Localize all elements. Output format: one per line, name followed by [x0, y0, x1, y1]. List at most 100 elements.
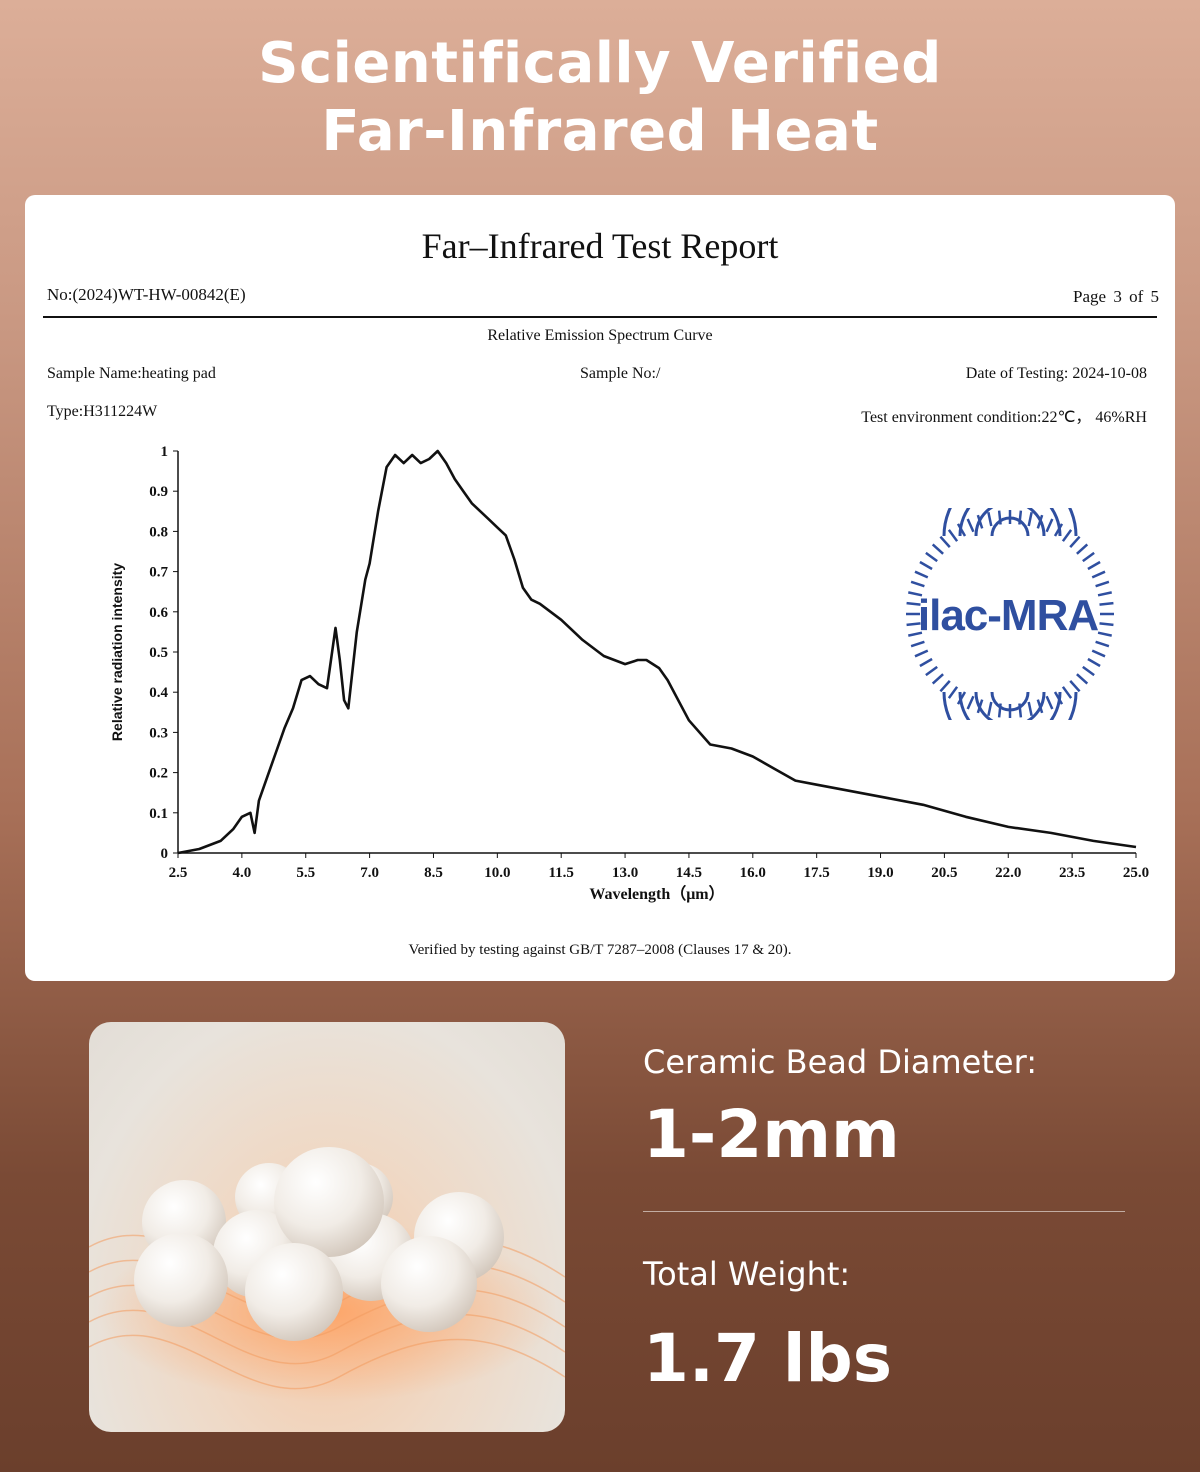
seal-tick	[919, 560, 933, 571]
x-tick-label: 19.0	[867, 865, 893, 881]
sample-type: Type:H311224W	[47, 403, 158, 420]
x-tick-label: 16.0	[740, 865, 766, 881]
seal-tick	[910, 580, 925, 588]
x-tick-label: 10.0	[484, 865, 510, 881]
seal-tick	[910, 640, 925, 648]
seal-tick	[1091, 649, 1106, 658]
y-tick-label: 0.9	[149, 484, 168, 500]
curve-title: Relative Emission Spectrum Curve	[487, 327, 713, 344]
seal-tick	[1069, 535, 1081, 548]
report-page-number: Page 3 of 5	[1073, 287, 1159, 306]
seal-arc	[974, 691, 1046, 720]
seal-tick	[1097, 631, 1112, 637]
seal-tick	[947, 529, 959, 542]
seal-tick	[914, 649, 929, 658]
seal-tick	[1069, 680, 1081, 693]
seal-tick	[919, 657, 933, 668]
test-report-card: Far–Infrared Test Report No:(2024)WT-HW-…	[25, 195, 1175, 981]
seal-tick	[1095, 640, 1110, 648]
weight-value: 1.7 lbs	[643, 1320, 893, 1397]
seal-tick	[987, 512, 993, 527]
verification-note: Verified by testing against GB/T 7287–20…	[408, 942, 792, 958]
diameter-label: Ceramic Bead Diameter:	[643, 1043, 1037, 1081]
seal-tick	[1087, 657, 1101, 668]
x-tick-label: 22.0	[995, 865, 1021, 881]
ilac-mra-seal-icon: ilac-MRA	[906, 508, 1114, 720]
x-tick-label: 7.0	[360, 865, 379, 881]
seal-tick	[1045, 518, 1054, 533]
seal-arc	[990, 691, 1030, 712]
y-tick-label: 0.1	[149, 806, 168, 822]
x-axis-title: Wavelength（μm）	[589, 885, 724, 903]
seal-tick	[906, 601, 921, 606]
seal-tick	[987, 701, 993, 716]
y-tick-label: 0.6	[149, 605, 168, 621]
seal-tick	[1099, 622, 1114, 627]
seal-tick	[906, 622, 921, 627]
x-tick-label: 20.5	[931, 865, 957, 881]
seal-tick	[1061, 686, 1073, 699]
seal-tick	[966, 518, 975, 533]
seal-tick	[931, 543, 944, 555]
ceramic-beads-photo	[89, 1022, 565, 1432]
weight-label: Total Weight:	[643, 1255, 851, 1293]
test-environment: Test environment condition:22℃， 46%RH	[861, 409, 1147, 426]
seal-tick	[1045, 695, 1054, 710]
y-tick-label: 0.2	[149, 766, 168, 782]
headline-line-1: Scientifically Verified	[258, 31, 942, 96]
report-title: Far–Infrared Test Report	[421, 226, 779, 266]
diameter-value: 1-2mm	[643, 1096, 900, 1173]
seal-tick	[914, 570, 929, 579]
report-divider	[43, 316, 1157, 318]
seal-tick	[931, 673, 944, 685]
specs-divider	[643, 1211, 1125, 1212]
y-axis-title: Relative radiation intensity	[109, 563, 125, 741]
y-tick-label: 0.5	[149, 645, 168, 661]
seal-tick	[1076, 673, 1089, 685]
seal-tick	[1082, 551, 1095, 563]
y-tick-label: 1	[161, 444, 169, 460]
seal-tick	[908, 591, 923, 597]
sample-number: Sample No:/	[580, 365, 661, 382]
seal-arc	[990, 516, 1030, 537]
seal-tick	[925, 665, 938, 677]
seal-tick	[1087, 560, 1101, 571]
x-tick-label: 14.5	[676, 865, 702, 881]
x-tick-label: 2.5	[169, 865, 188, 881]
headline: Scientifically Verified Far-Infrared Hea…	[0, 30, 1200, 166]
x-tick-label: 4.0	[232, 865, 251, 881]
y-tick-label: 0.3	[149, 725, 168, 741]
seal-tick	[1082, 665, 1095, 677]
svg-text:ilac-MRA: ilac-MRA	[918, 591, 1098, 640]
report-number: No:(2024)WT-HW-00842(E)	[47, 285, 246, 304]
seal-tick	[925, 551, 938, 563]
x-tick-label: 13.0	[612, 865, 638, 881]
seal-tick	[1091, 570, 1106, 579]
seal-tick	[908, 631, 923, 637]
seal-tick	[947, 686, 959, 699]
seal-tick	[1095, 580, 1110, 588]
seal-arc	[958, 691, 1062, 720]
x-tick-label: 23.5	[1059, 865, 1085, 881]
seal-arc	[974, 508, 1046, 537]
seal-tick	[1061, 529, 1073, 542]
seal-tick	[1076, 543, 1089, 555]
x-tick-label: 17.5	[804, 865, 830, 881]
spectrum-series-line	[177, 449, 1137, 855]
seal-tick	[966, 695, 975, 710]
seal-tick	[1027, 701, 1033, 716]
seal-tick	[1099, 601, 1114, 606]
seal-tick	[939, 680, 951, 693]
seal-tick	[1027, 512, 1033, 527]
x-tick-label: 25.0	[1123, 865, 1149, 881]
ceramic-beads-illustration	[89, 1147, 565, 1402]
y-tick-label: 0	[161, 846, 169, 862]
test-date: Date of Testing: 2024-10-08	[965, 365, 1147, 382]
seal-tick	[1097, 591, 1112, 597]
x-tick-label: 11.5	[548, 865, 573, 881]
x-tick-label: 5.5	[296, 865, 315, 881]
y-tick-label: 0.8	[149, 524, 168, 540]
sample-name: Sample Name:heating pad	[47, 365, 216, 382]
emission-spectrum-chart: 2.5 4.0 5.5 7.0 8.5 10.0 11.5 13.0 14.5 16.0 17.5 1…	[109, 444, 1149, 903]
x-tick-label: 8.5	[424, 865, 443, 881]
